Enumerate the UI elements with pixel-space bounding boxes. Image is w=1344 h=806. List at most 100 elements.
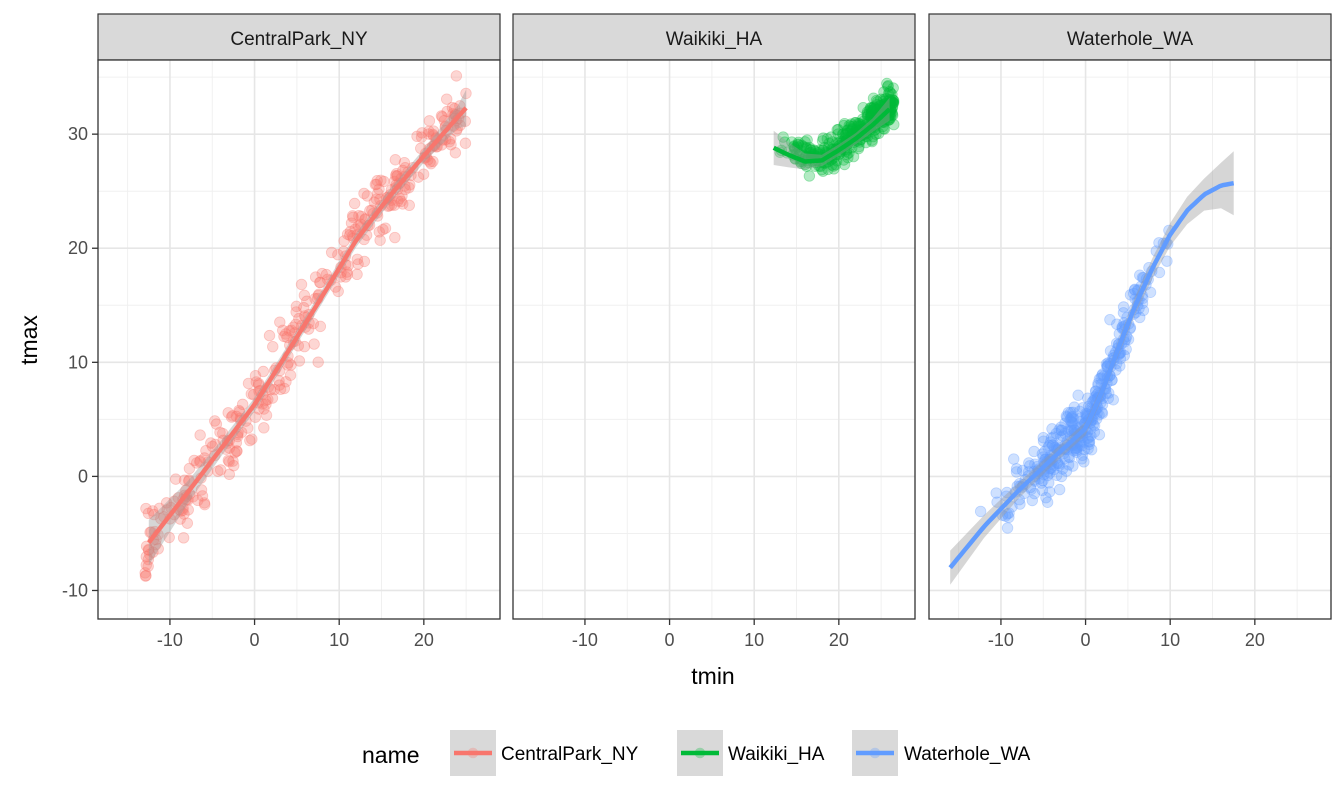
data-point <box>415 142 427 155</box>
data-point <box>1055 424 1068 436</box>
x-axis-title: tmin <box>691 663 734 689</box>
data-point <box>422 128 435 140</box>
data-point <box>341 268 354 281</box>
y-tick-label: 20 <box>68 238 88 258</box>
data-point <box>1096 407 1109 419</box>
data-point <box>228 459 240 472</box>
data-point <box>139 570 152 582</box>
data-point <box>1085 443 1098 456</box>
data-point <box>1059 452 1071 465</box>
data-point <box>1068 401 1081 413</box>
data-point <box>853 118 866 130</box>
data-point <box>194 456 206 468</box>
data-point <box>1056 430 1069 442</box>
data-point <box>1058 427 1071 440</box>
data-point <box>163 531 175 544</box>
data-point <box>842 151 854 164</box>
data-point <box>332 248 344 261</box>
data-point <box>1120 343 1132 356</box>
data-point <box>249 411 262 423</box>
data-point <box>403 181 415 194</box>
data-point <box>877 122 890 135</box>
data-point <box>448 102 461 115</box>
data-point <box>1104 313 1116 326</box>
data-point <box>1048 441 1061 454</box>
y-tick-label: 10 <box>68 352 88 372</box>
facet-strip-label: Waikiki_HA <box>666 29 763 50</box>
data-point <box>1055 424 1067 437</box>
data-point <box>1117 301 1130 313</box>
data-point <box>1124 289 1137 301</box>
data-point <box>209 438 221 451</box>
data-point <box>222 407 234 419</box>
data-point <box>188 454 200 467</box>
data-point <box>813 146 826 158</box>
data-point <box>212 465 224 477</box>
data-point <box>878 86 890 98</box>
x-tick-label: 20 <box>414 630 434 650</box>
legend-key-centralpark-ny: CentralPark_NY <box>450 730 639 776</box>
data-point <box>427 128 439 141</box>
data-point <box>450 125 463 137</box>
data-point <box>351 268 363 281</box>
data-point <box>873 102 886 114</box>
data-point <box>829 158 842 171</box>
data-point <box>214 464 227 476</box>
data-point <box>1059 417 1071 429</box>
data-point <box>233 404 245 417</box>
data-point <box>882 88 895 100</box>
data-point <box>1088 426 1101 438</box>
data-point <box>227 455 239 467</box>
data-point <box>196 490 209 502</box>
data-point <box>229 446 241 459</box>
data-point <box>298 289 311 302</box>
data-point <box>253 377 265 390</box>
data-point <box>427 155 439 168</box>
data-point <box>391 170 403 182</box>
data-point <box>373 183 385 195</box>
data-point <box>878 94 890 106</box>
data-point <box>845 118 857 130</box>
data-point <box>389 231 401 244</box>
data-point <box>800 141 812 154</box>
data-point <box>868 101 880 114</box>
data-point <box>262 393 274 406</box>
data-point <box>352 258 364 270</box>
data-point <box>887 96 899 109</box>
data-point <box>826 159 838 171</box>
data-point <box>1066 412 1078 424</box>
data-point <box>1046 439 1059 451</box>
data-point <box>861 108 873 120</box>
data-point <box>864 102 877 114</box>
data-point <box>348 197 361 210</box>
data-point <box>1023 457 1035 469</box>
x-tick-label: 10 <box>329 630 349 650</box>
data-point <box>226 410 239 422</box>
data-point <box>293 312 305 325</box>
data-point <box>178 474 191 486</box>
data-point <box>309 271 322 283</box>
data-point <box>278 382 291 395</box>
data-point <box>250 376 262 388</box>
data-point <box>878 95 891 107</box>
data-point <box>1082 392 1094 404</box>
data-point <box>1060 410 1073 422</box>
data-point <box>1070 446 1083 458</box>
data-point <box>293 355 306 367</box>
data-point <box>244 434 256 447</box>
data-point <box>285 359 297 371</box>
data-point <box>352 220 364 232</box>
data-point <box>1036 484 1049 497</box>
data-point <box>877 120 889 133</box>
data-point <box>887 96 899 109</box>
data-point <box>860 136 872 149</box>
data-point <box>877 99 890 111</box>
data-point <box>1056 463 1069 475</box>
data-point <box>1088 419 1101 432</box>
data-point <box>870 128 882 140</box>
data-point <box>217 427 229 440</box>
data-point <box>832 128 844 140</box>
data-point <box>351 253 364 266</box>
data-point <box>153 502 166 514</box>
data-point <box>150 538 162 551</box>
